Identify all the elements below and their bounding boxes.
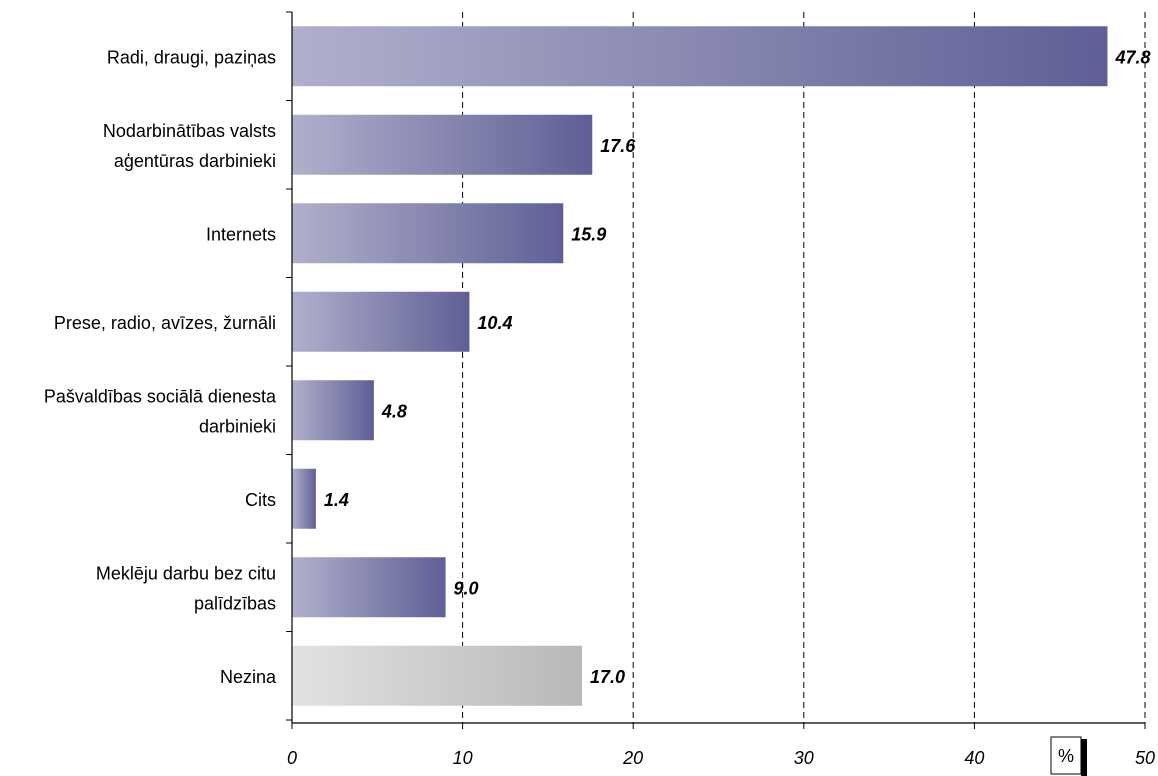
bars [292, 26, 1108, 706]
bar-3 [292, 203, 564, 264]
x-tick-label-0: 0 [287, 748, 297, 768]
x-tick-label-20: 20 [622, 748, 643, 768]
bar-4 [292, 291, 470, 352]
category-label-5: Pašvaldības sociālā dienesta darbinieki [44, 386, 277, 436]
value-label-6: 1.4 [324, 490, 349, 510]
x-tick-label-30: 30 [794, 748, 814, 768]
category-label-6: Cits [245, 490, 276, 510]
bar-8 [292, 645, 583, 706]
category-label-2: Nodarbinātības valsts aģentūras darbiniek… [103, 121, 276, 171]
bar-5 [292, 380, 374, 441]
value-label-1: 47.8 [1114, 47, 1150, 67]
value-label-2: 17.6 [600, 136, 636, 156]
category-label-3: Internets [206, 224, 276, 244]
axes [286, 11, 1146, 729]
unit-label-shadow [1081, 739, 1087, 776]
unit-label-box: % [1050, 736, 1087, 776]
x-tick-label-10: 10 [453, 748, 473, 768]
bar-6 [292, 468, 316, 529]
x-tick-label-50: 50 [1135, 748, 1155, 768]
category-label-4: Prese, radio, avīzes, žurnāli [54, 313, 276, 333]
bar-1 [292, 26, 1108, 87]
gridlines [462, 12, 1146, 723]
category-label-1: Radi, draugi, paziņas [107, 47, 276, 67]
value-label-8: 17.0 [590, 667, 625, 687]
labels: 47.8 Radi, draugi, paziņas 17.6 Nodarbinātī… [44, 47, 1155, 768]
unit-label-frame [1050, 736, 1082, 775]
value-label-5: 4.8 [381, 401, 407, 421]
x-tick-label-40: 40 [964, 748, 984, 768]
value-label-7: 9.0 [454, 578, 479, 598]
value-label-3: 15.9 [571, 224, 606, 244]
category-label-8: Nezina [220, 667, 277, 687]
bar-2 [292, 114, 593, 175]
unit-label: % [1058, 746, 1074, 766]
bar-7 [292, 557, 446, 618]
value-label-4: 10.4 [477, 313, 512, 333]
category-label-7: Meklēju darbu bez citu palīdzības [96, 563, 276, 613]
